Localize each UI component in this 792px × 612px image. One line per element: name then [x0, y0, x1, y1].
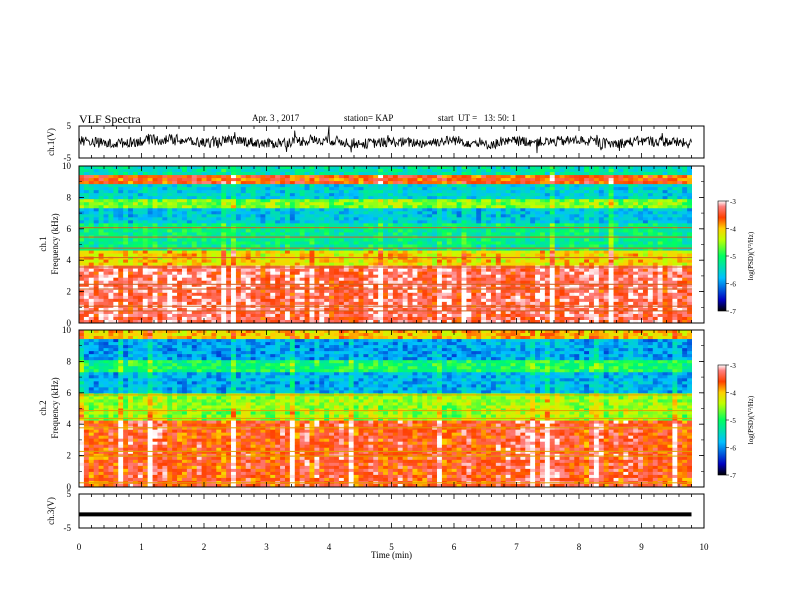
- ytick-label: 6: [67, 388, 72, 398]
- xtick-label: 8: [577, 542, 582, 552]
- spectrogram-ch1: [79, 166, 704, 324]
- xtick-label: 3: [264, 542, 269, 552]
- xtick-label: 7: [514, 542, 519, 552]
- date-label: Apr. 3 , 2017: [252, 113, 300, 123]
- colorbar-tick: -4: [730, 390, 736, 398]
- xtick-label: 5: [389, 542, 394, 552]
- ytick-label: 10: [62, 325, 72, 335]
- ytick-label: 2: [67, 287, 72, 297]
- ytick-label: 4: [67, 255, 72, 265]
- colorbar-tick: -4: [730, 226, 736, 234]
- ytick-label: 6: [67, 224, 72, 234]
- colorbar-tick: -3: [730, 362, 736, 370]
- colorbar-tick: -6: [730, 445, 736, 453]
- colorbar-tick: -7: [730, 308, 736, 316]
- ytick-label: 0: [67, 318, 72, 328]
- ch1-spec-ylabel-line2: Frequency (kHz): [50, 213, 60, 274]
- ytick-label: 10: [62, 161, 72, 171]
- colorbar-tick: -3: [730, 198, 736, 206]
- colorbar-tick: -7: [730, 472, 736, 480]
- ytick-label: 5: [67, 121, 72, 131]
- xtick-label: 0: [77, 542, 82, 552]
- ytick-label: 8: [67, 356, 72, 366]
- spectrogram-ch2: [79, 330, 704, 488]
- colorbar-ch1: [717, 200, 727, 312]
- ch1-spec-ylabel-line1: ch.1: [38, 236, 48, 251]
- xtick-label: 6: [452, 542, 457, 552]
- colorbar-tick: -5: [730, 253, 736, 261]
- ch2-spec-ylabel-line2: Frequency (kHz): [50, 377, 60, 438]
- x-axis-label: Time (min): [371, 550, 412, 560]
- station-label: station= KAP: [344, 113, 394, 123]
- xtick-label: 10: [700, 542, 710, 552]
- chart-title: VLF Spectra: [79, 112, 141, 126]
- ytick-label: -5: [64, 523, 72, 533]
- ch2-spec-ylabel-line1: ch.2: [38, 400, 48, 415]
- colorbar-ch2: [717, 364, 727, 476]
- xtick-label: 4: [327, 542, 332, 552]
- colorbar-tick: -6: [730, 281, 736, 289]
- ytick-label: -5: [64, 153, 72, 163]
- ytick-label: 8: [67, 192, 72, 202]
- xtick-label: 9: [639, 542, 644, 552]
- xtick-label: 1: [139, 542, 144, 552]
- ytick-label: 0: [67, 482, 72, 492]
- colorbar-tick: -5: [730, 417, 736, 425]
- ch1-waveform-line: [78, 127, 692, 154]
- ch1-ylabel: ch.1(V): [46, 128, 56, 156]
- colorbar-label: log(PSD)(V²/Hz): [747, 231, 755, 280]
- ytick-label: 5: [67, 489, 72, 499]
- ytick-label: 2: [67, 451, 72, 461]
- panel-frame-4: [78, 493, 705, 529]
- ch3-ylabel: ch.3(V): [46, 497, 56, 525]
- ytick-label: 4: [67, 419, 72, 429]
- xtick-label: 2: [202, 542, 207, 552]
- start-time-label: start UT = 13: 50: 1: [438, 113, 516, 123]
- colorbar-label: log(PSD)(V²/Hz): [747, 395, 755, 444]
